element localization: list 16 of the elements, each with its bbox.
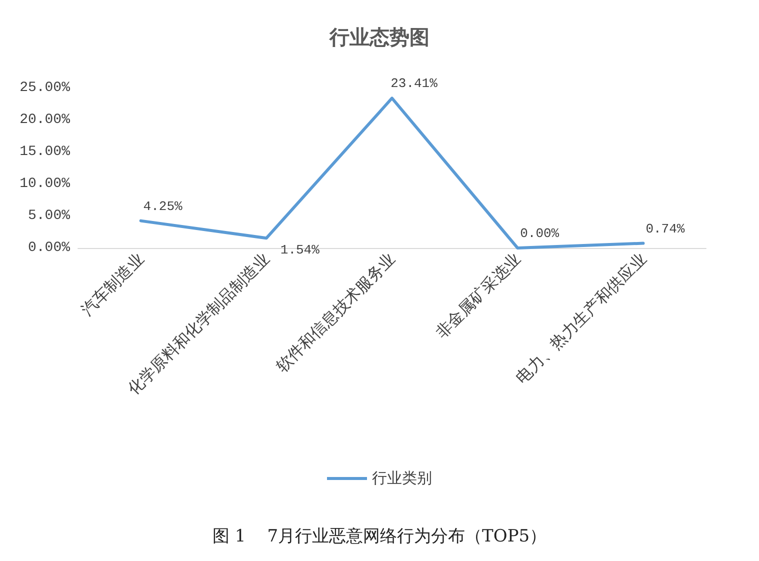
y-tick-label: 20.00% (20, 112, 71, 128)
y-tick-label: 0.00% (28, 240, 71, 256)
x-tick-label: 汽车制造业 (78, 249, 148, 320)
data-label: 0.74% (646, 221, 685, 236)
data-label: 23.41% (390, 76, 438, 92)
y-tick-label: 25.00% (20, 80, 71, 96)
x-tick-label: 非金属矿采选业 (432, 249, 524, 342)
legend-label: 行业类别 (372, 470, 432, 487)
chart-title: 行业态势图 (328, 25, 430, 49)
data-label: 0.00% (520, 226, 560, 241)
y-tick-label: 10.00% (20, 176, 71, 192)
y-tick-label: 5.00% (28, 208, 71, 224)
y-tick-label: 15.00% (20, 144, 71, 160)
caption: 图 1 7月行业恶意网络行为分布（TOP5） (212, 526, 547, 546)
data-label: 4.25% (143, 198, 182, 214)
data-label: 1.54% (280, 242, 320, 258)
